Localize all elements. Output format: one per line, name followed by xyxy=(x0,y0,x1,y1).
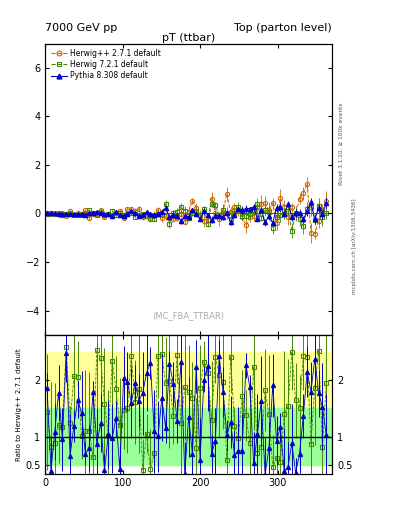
Text: mcplots.cern.ch [arXiv:1306.3436]: mcplots.cern.ch [arXiv:1306.3436] xyxy=(352,198,357,293)
Text: Rivet 3.1.10, ≥ 100k events: Rivet 3.1.10, ≥ 100k events xyxy=(339,102,344,185)
Text: 7000 GeV pp: 7000 GeV pp xyxy=(45,23,118,33)
Title: pT (ttbar): pT (ttbar) xyxy=(162,33,215,42)
Legend: Herwig++ 2.7.1 default, Herwig 7.2.1 default, Pythia 8.308 default: Herwig++ 2.7.1 default, Herwig 7.2.1 def… xyxy=(48,46,164,83)
Bar xyxy=(45,352,332,465)
Text: Top (parton level): Top (parton level) xyxy=(234,23,332,33)
Text: (MC_FBA_TTBAR): (MC_FBA_TTBAR) xyxy=(152,311,225,321)
Y-axis label: Ratio to Herwig++ 2.7.1 default: Ratio to Herwig++ 2.7.1 default xyxy=(16,348,22,461)
Bar xyxy=(45,409,332,465)
